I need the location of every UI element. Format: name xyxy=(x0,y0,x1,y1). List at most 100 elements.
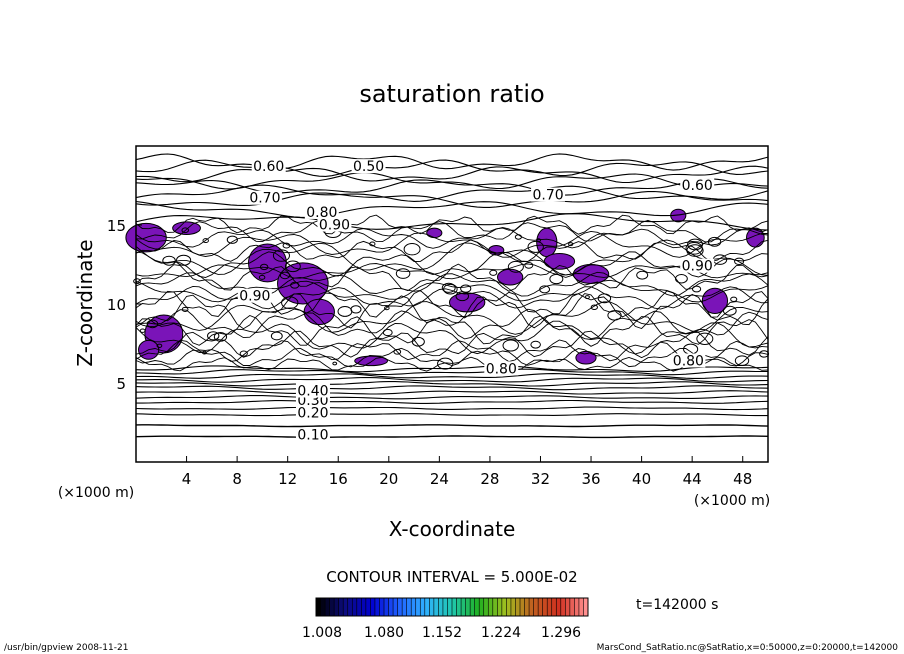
colorbar-swatch xyxy=(334,598,340,616)
colorbar-swatch xyxy=(470,598,476,616)
colorbar-swatch xyxy=(520,598,526,616)
contour-cell xyxy=(162,255,176,266)
contour-line xyxy=(135,385,769,391)
contour-line xyxy=(135,406,769,411)
colorbar-swatch xyxy=(447,598,453,616)
contour-line xyxy=(135,435,769,439)
contour-cell xyxy=(549,273,564,285)
colorbar-swatch xyxy=(406,598,412,616)
contour-cell xyxy=(201,350,207,355)
contour-cell xyxy=(332,361,338,366)
colorbar-swatch xyxy=(510,598,516,616)
colorbar-swatch xyxy=(329,598,335,616)
contour-cell xyxy=(281,296,299,310)
contour-cell xyxy=(284,260,301,273)
colorbar-swatch xyxy=(411,598,417,616)
contour-cell xyxy=(146,319,159,329)
contour-cell xyxy=(524,261,534,269)
x-tick-label: 20 xyxy=(379,470,398,488)
contour-label-bg xyxy=(237,288,272,303)
colorbar-swatch xyxy=(456,598,462,616)
contour-cell xyxy=(384,305,390,311)
colorbar-swatch xyxy=(583,598,589,616)
colorbar-swatch xyxy=(384,598,390,616)
y-tick-label: 5 xyxy=(116,375,126,393)
colorbar-tick-labels: 1.008 1.080 1.152 1.224 1.296 xyxy=(302,625,581,641)
contour-label: 0.80 xyxy=(306,205,337,221)
x-tick-label: 28 xyxy=(480,470,499,488)
colorbar-swatch xyxy=(483,598,489,616)
colorbar-tick-label: 1.080 xyxy=(364,625,404,641)
contour-cell xyxy=(707,236,722,247)
contour-cell xyxy=(675,274,688,284)
colorbar-swatch xyxy=(569,598,575,616)
contour-cell xyxy=(734,257,745,266)
contour-label: 0.20 xyxy=(297,406,328,422)
contour-label: 0.70 xyxy=(249,191,280,207)
x-unit-left: (×1000 m) xyxy=(58,485,134,501)
contour-cell xyxy=(403,243,421,256)
contour-cell xyxy=(590,304,598,311)
contour-cell xyxy=(530,340,541,349)
colorbar-swatch xyxy=(506,598,512,616)
contour-line xyxy=(135,171,769,190)
contour-cell xyxy=(259,263,269,271)
colorbar-swatch xyxy=(515,598,521,616)
contour-cell xyxy=(272,249,290,262)
contour-line xyxy=(135,178,769,196)
x-tick-label: 24 xyxy=(430,470,449,488)
contour-lines xyxy=(133,153,770,439)
contour-cell xyxy=(382,328,393,337)
contour-line xyxy=(135,263,769,292)
colorbar-tick-label: 1.152 xyxy=(422,625,462,641)
colorbar-swatch xyxy=(320,598,326,616)
colorbar-swatch xyxy=(488,598,494,616)
contour-cell xyxy=(584,295,590,300)
contour-cell xyxy=(443,283,458,295)
contour-cell xyxy=(514,234,522,240)
colorbar-tick-label: 1.224 xyxy=(481,625,521,641)
y-tick-label: 15 xyxy=(107,217,126,235)
contour-label-bg xyxy=(295,383,330,398)
contour-line xyxy=(135,424,769,428)
contour-cell xyxy=(502,339,519,352)
contour-line xyxy=(135,373,769,379)
contour-label-bg xyxy=(671,353,706,368)
contour-cell xyxy=(282,242,291,249)
contour-label-bg xyxy=(295,405,330,420)
contour-label: 0.40 xyxy=(297,383,328,399)
contour-cell xyxy=(156,343,163,348)
colorbar-swatch xyxy=(343,598,349,616)
contour-cell xyxy=(460,284,472,293)
contour-label-bg xyxy=(351,159,386,174)
colorbar-swatch xyxy=(424,598,430,616)
contour-cell xyxy=(722,305,737,316)
contour-line xyxy=(135,413,768,417)
contour-cell xyxy=(437,357,454,370)
contour-cell xyxy=(730,296,738,302)
contour-label: 0.90 xyxy=(239,289,270,305)
colorbar-swatch xyxy=(442,598,448,616)
x-axis-ticks: 4 8 12 16 20 24 28 32 36 40 44 48 xyxy=(182,456,752,488)
y-tick-label: 10 xyxy=(107,296,126,314)
contour-line xyxy=(135,308,769,340)
colorbar-swatch xyxy=(361,598,367,616)
colorbar-swatch xyxy=(393,598,399,616)
contour-label: 0.80 xyxy=(486,361,517,377)
contour-line xyxy=(135,219,769,243)
contour-cell xyxy=(139,328,146,333)
contour-cell xyxy=(202,238,209,244)
colorbar-swatch xyxy=(547,598,553,616)
contour-cell xyxy=(393,348,402,355)
contour-cell xyxy=(734,355,750,366)
contour-line xyxy=(135,230,768,258)
contour-label-bg xyxy=(304,204,339,219)
colorbar-swatch xyxy=(316,598,322,616)
x-axis-label: X-coordinate xyxy=(389,517,516,541)
colorbar-swatch xyxy=(492,598,498,616)
contour-line xyxy=(135,239,769,276)
colorbar-swatch xyxy=(479,598,485,616)
colorbar-swatch xyxy=(560,598,566,616)
colorbar-swatch xyxy=(397,598,403,616)
contour-line xyxy=(135,293,769,330)
